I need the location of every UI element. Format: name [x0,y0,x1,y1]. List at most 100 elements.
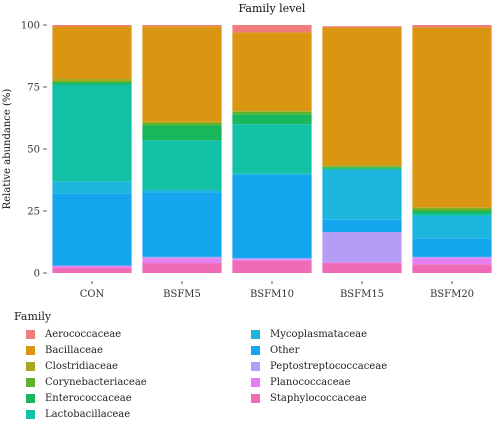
legend-item-enterococcaceae: Enterococcaceae [14,390,239,406]
x-tick-label: BSFM20 [430,289,474,300]
legend-swatch [26,345,35,355]
bar-segment-clostridiaceae-bsfm10 [232,110,312,112]
y-tick-label: 50 [27,145,40,156]
bar-segment-corynebacteriaceae-bsfm20 [412,208,492,211]
bar-segment-aerococcaceae-bsfm20 [412,25,492,28]
bar-segment-clostridiaceae-bsfm15 [322,165,402,167]
legend-swatch [251,377,260,387]
y-tick-label: 25 [27,207,40,218]
legend-label: Clostridiaceae [45,360,118,372]
legend-title: Family [14,310,52,323]
bar-segment-planococcaceae-bsfm10 [232,259,312,261]
y-tick-label: 100 [21,21,40,32]
legend-swatch [26,409,35,419]
bar-segment-peptostreptococcaceae-bsfm20 [412,256,492,259]
bar-segment-planococcaceae-bsfm15 [322,261,402,264]
bar-segment-bacillaceae-bsfm15 [322,27,402,166]
bar-segment-mycoplasmataceae-bsfm15 [322,170,402,220]
bar-segment-planococcaceae-bsfm20 [412,258,492,265]
legend-swatch [251,329,260,339]
legend-item-planococcaceae: Planococcaceae [239,374,464,390]
stacked-bar-chart: Family level CON BSFM5 BSFM10 BSFM15 BSFM20 0… [2,2,492,301]
bar-segment-enterococcaceae-bsfm20 [412,211,492,214]
x-tick-label: BSFM15 [340,289,384,300]
bar-segment-planococcaceae-bsfm5 [142,258,222,264]
bar-segment-lactobacillaceae-bsfm10 [232,124,312,174]
bar-segment-other-bsfm5 [142,192,222,257]
bar-segment-lactobacillaceae-con [52,84,132,182]
legend-label: Aerococcaceae [45,328,122,340]
bar-segment-aerococcaceae-bsfm10 [232,25,312,33]
legend-swatch [251,361,260,371]
legend-item-peptostreptococcaceae: Peptostreptococcaceae [239,358,464,374]
x-tick-label: CON [80,289,105,300]
y-tick-label: 75 [27,83,40,94]
legend-item-corynebacteriaceae: Corynebacteriaceae [14,374,239,390]
legend-swatch [26,329,35,339]
legend-item-mycoplasmataceae: Mycoplasmataceae [239,326,464,342]
bar-segment-peptostreptococcaceae-bsfm10 [232,258,312,260]
bar-segment-enterococcaceae-con [52,82,132,85]
legend-grid: Aerococcaceae Bacillaceae Clostridiaceae Co… [14,326,494,422]
bar-segment-aerococcaceae-bsfm15 [322,26,402,28]
bar-segment-peptostreptococcaceae-bsfm15 [322,232,402,262]
legend-item-other: Other [239,342,464,358]
legend-label: Mycoplasmataceae [270,328,368,340]
y-tick-label: 0 [34,269,40,280]
bar-segment-aerococcaceae-con [52,25,132,27]
bar-segment-planococcaceae-con [52,266,132,269]
bar-segment-mycoplasmataceae-bsfm20 [412,215,492,239]
bar-segment-corynebacteriaceae-bsfm15 [322,166,402,168]
legend-label: Corynebacteriaceae [45,376,147,388]
legend-label: Lactobacillaceae [45,408,131,420]
legend-label: Planococcaceae [270,376,351,388]
bar-segment-enterococcaceae-bsfm5 [142,125,222,141]
legend-swatch [26,361,35,371]
bar-segment-peptostreptococcaceae-bsfm5 [142,256,222,259]
legend-label: Bacillaceae [45,344,103,356]
bar-segment-other-con [52,193,132,266]
bar-segment-other-bsfm10 [232,175,312,259]
legend-swatch [251,345,260,355]
x-tick-label: BSFM5 [163,289,201,300]
legend-item-staphylococcaceae: Staphylococcaceae [239,390,464,406]
bar-segment-lactobacillaceae-bsfm20 [412,213,492,216]
bar-segment-corynebacteriaceae-bsfm10 [232,111,312,115]
bar-segment-clostridiaceae-con [52,78,132,82]
bar-segment-bacillaceae-bsfm5 [142,26,222,122]
legend: Family Aerococcaceae Bacillaceae Clostridi… [14,310,494,422]
bar-segment-enterococcaceae-bsfm15 [322,167,402,169]
bar-segment-lactobacillaceae-bsfm5 [142,140,222,190]
legend-item-clostridiaceae: Clostridiaceae [14,358,239,374]
bar-segment-staphylococcaceae-con [52,268,132,273]
bar-segment-other-bsfm15 [322,219,402,233]
legend-item-lactobacillaceae: Lactobacillaceae [14,406,239,422]
bar-segment-bacillaceae-bsfm10 [232,32,312,111]
bar-segment-mycoplasmataceae-bsfm5 [142,189,222,193]
legend-item-bacillaceae: Bacillaceae [14,342,239,358]
legend-label: Peptostreptococcaceae [270,360,388,372]
legend-item-aerococcaceae: Aerococcaceae [14,326,239,342]
bar-segment-peptostreptococcaceae-con [52,265,132,267]
bar-segment-bacillaceae-con [52,26,132,79]
bar-segment-other-bsfm20 [412,238,492,257]
legend-label: Staphylococcaceae [270,392,367,404]
legend-label: Other [270,344,300,356]
x-tick-label: BSFM10 [250,289,294,300]
bars-layer [52,25,492,273]
bar-segment-corynebacteriaceae-con [52,81,132,83]
axes-layer: CON BSFM5 BSFM10 BSFM15 BSFM20 0 25 50 75 100 [21,21,474,301]
bar-segment-mycoplasmataceae-con [52,181,132,194]
bar-segment-clostridiaceae-bsfm20 [412,207,492,209]
legend-swatch [26,377,35,387]
legend-label: Enterococcaceae [45,392,132,404]
bar-segment-enterococcaceae-bsfm10 [232,114,312,125]
bar-segment-corynebacteriaceae-bsfm5 [142,122,222,126]
chart-title: Family level [239,2,306,15]
bar-segment-staphylococcaceae-bsfm15 [322,263,402,273]
legend-swatch [26,393,35,403]
legend-swatch [251,393,260,403]
bar-segment-lactobacillaceae-bsfm15 [322,168,402,171]
bar-segment-bacillaceae-bsfm20 [412,27,492,208]
y-axis-label: Relative abundance (%) [2,89,13,210]
